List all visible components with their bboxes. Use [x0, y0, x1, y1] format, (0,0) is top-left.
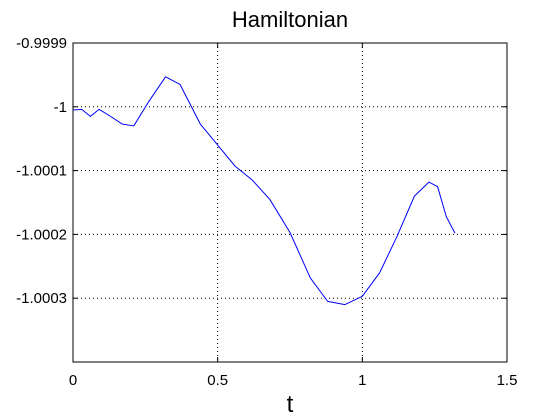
- y-tick-label: -1.0001: [16, 163, 67, 180]
- plot-area: [73, 43, 507, 362]
- y-tick-label: -1.0002: [16, 226, 67, 243]
- x-tick-label: 0.5: [207, 372, 228, 389]
- x-tick-label: 0: [69, 372, 77, 389]
- tick-marks: [72, 42, 508, 362]
- y-tick-label: -0.9999: [16, 35, 67, 52]
- x-tick-label: 1: [358, 372, 366, 389]
- hamiltonian-line: [72, 76, 456, 306]
- plot-frame: [72, 42, 508, 363]
- series-layer: [72, 76, 456, 306]
- x-axis-label: t: [287, 391, 294, 418]
- y-tick-label: -1.0003: [16, 290, 67, 307]
- y-tick-labels: -0.9999 -1 -1.0001 -1.0002 -1.0003: [16, 35, 67, 307]
- x-tick-labels: 0 0.5 1 1.5: [69, 372, 518, 389]
- chart-title: Hamiltonian: [232, 7, 348, 32]
- y-tick-label: -1: [54, 99, 67, 116]
- x-tick-label: 1.5: [497, 372, 518, 389]
